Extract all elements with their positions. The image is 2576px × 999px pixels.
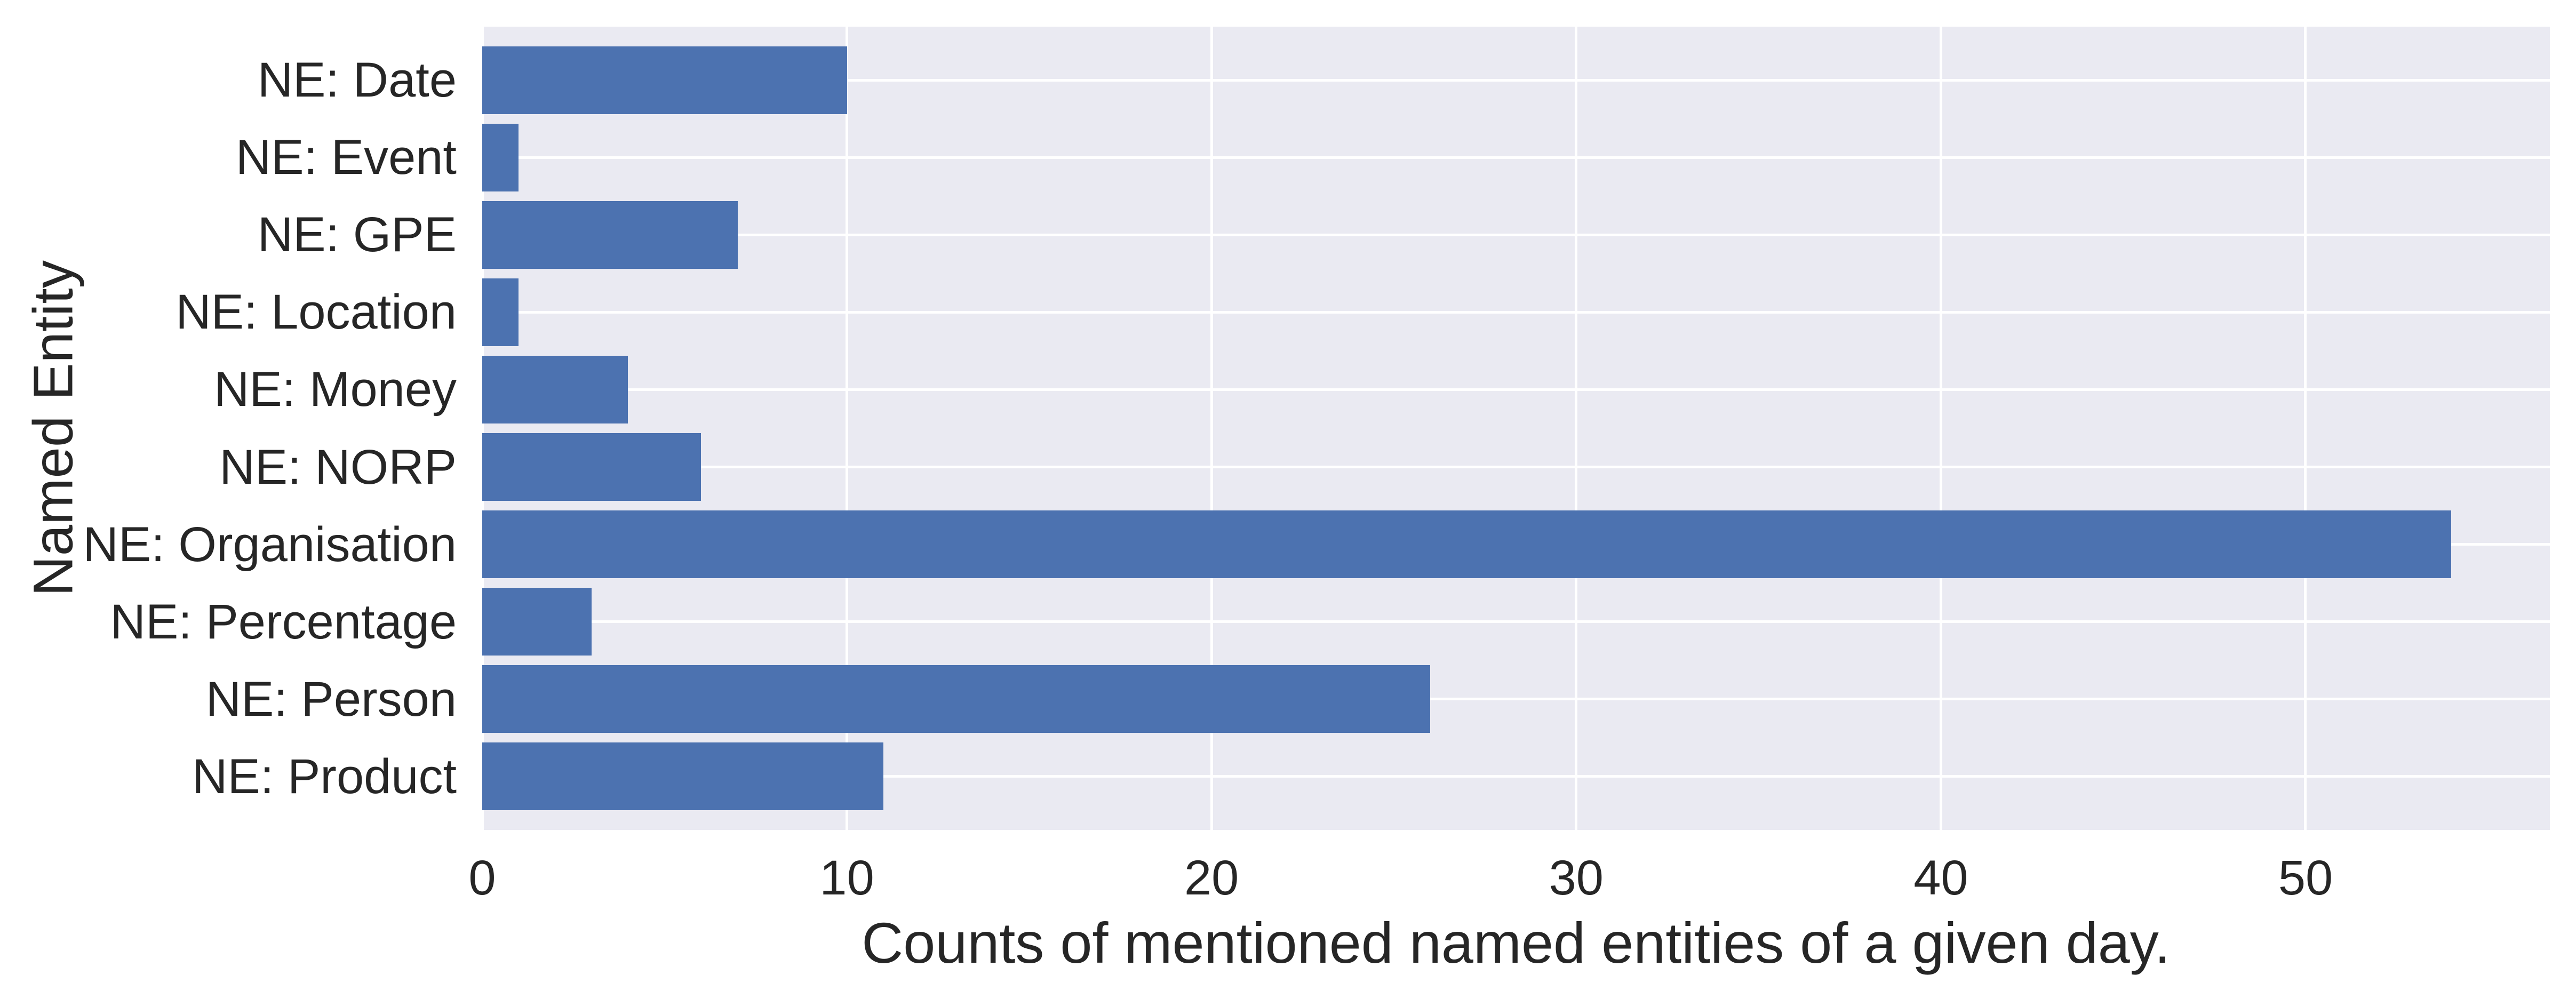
bar-ne-person (482, 665, 1431, 733)
y-gridline-ne-date (482, 78, 2550, 82)
bar-ne-product (482, 742, 883, 811)
x-tick-label-10: 10 (819, 851, 874, 905)
bar-ne-percentage (482, 588, 592, 656)
y-gridline-ne-money (482, 388, 2550, 391)
y-gridline-ne-event (482, 156, 2550, 159)
bar-ne-location (482, 278, 519, 346)
y-gridline-ne-percentage (482, 620, 2550, 624)
y-tick-label-ne-person: NE: Person (205, 672, 457, 726)
bar-ne-money (482, 355, 628, 423)
x-gridline-30 (1575, 27, 1578, 830)
y-gridline-ne-product (482, 775, 2550, 778)
x-gridline-0 (481, 27, 484, 830)
x-gridline-50 (2304, 27, 2307, 830)
y-gridline-ne-person (482, 698, 2550, 701)
x-tick-label-0: 0 (468, 851, 496, 905)
x-gridline-20 (1210, 27, 1213, 830)
x-tick-label-50: 50 (2278, 851, 2333, 905)
y-tick-label-ne-norp: NE: NORP (219, 439, 457, 494)
bar-ne-gpe (482, 201, 738, 269)
plot-area (481, 27, 2550, 830)
y-tick-label-ne-event: NE: Event (235, 130, 457, 185)
y-tick-label-ne-organisation: NE: Organisation (83, 517, 457, 572)
bar-ne-norp (482, 433, 701, 501)
y-tick-label-ne-gpe: NE: GPE (257, 207, 457, 262)
bar-ne-organisation (482, 510, 2452, 579)
y-tick-label-ne-location: NE: Location (176, 285, 457, 340)
y-gridline-ne-gpe (482, 233, 2550, 236)
y-gridline-ne-norp (482, 466, 2550, 468)
x-gridline-40 (1939, 27, 1942, 830)
y-tick-label-ne-date: NE: Date (257, 53, 457, 107)
x-gridline-10 (846, 27, 849, 830)
y-tick-label-ne-percentage: NE: Percentage (110, 594, 457, 649)
bar-ne-date (482, 46, 847, 114)
x-tick-label-30: 30 (1549, 851, 1604, 905)
y-tick-label-ne-product: NE: Product (192, 749, 457, 804)
y-gridline-ne-location (482, 310, 2550, 314)
x-tick-label-20: 20 (1184, 851, 1239, 905)
bar-ne-event (482, 123, 519, 191)
x-tick-label-40: 40 (1913, 851, 1968, 905)
y-tick-label-ne-money: NE: Money (213, 362, 457, 417)
x-axis-label: Counts of mentioned named entities of a … (862, 910, 2171, 975)
